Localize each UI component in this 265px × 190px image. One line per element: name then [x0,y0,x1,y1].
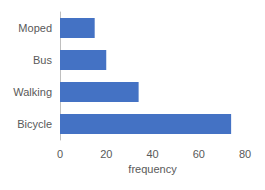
svg-text:Bus: Bus [33,54,52,66]
svg-text:Walking: Walking [13,86,52,98]
svg-text:20: 20 [100,148,112,160]
svg-text:0: 0 [57,148,63,160]
svg-text:frequency: frequency [128,163,177,175]
svg-text:80: 80 [239,148,251,160]
svg-text:60: 60 [193,148,205,160]
svg-text:Bicycle: Bicycle [17,118,52,130]
svg-text:Moped: Moped [18,22,52,34]
svg-text:40: 40 [146,148,158,160]
